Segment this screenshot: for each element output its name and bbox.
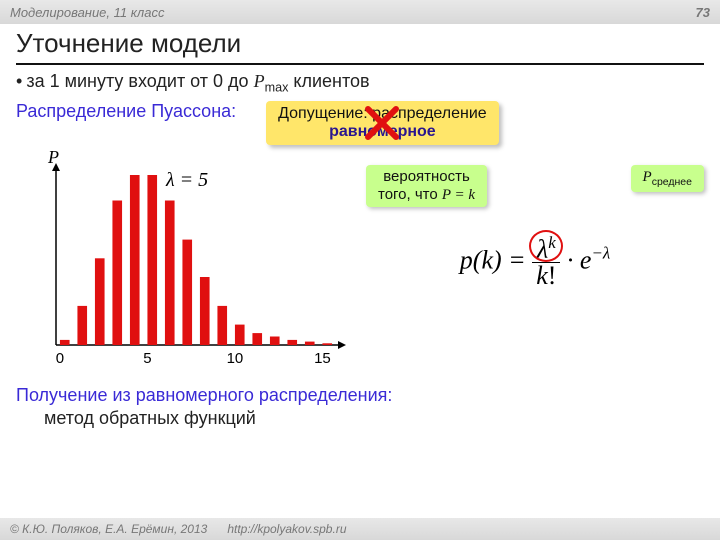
bullet-dot: • xyxy=(16,71,22,91)
poisson-formula: p(k) = λk k! · e−λ xyxy=(366,235,704,290)
meaning-formula: P = k xyxy=(442,187,475,203)
bottom-main: Получение из равномерного распределения: xyxy=(16,385,704,406)
footer-bar: © К.Ю. Поляков, Е.А. Ерёмин, 2013 http:/… xyxy=(0,518,720,540)
pmax-symbol: Pmax xyxy=(254,71,289,91)
poisson-chart: P λ = 5 051015 xyxy=(16,145,356,375)
header-left: Моделирование, 11 класс xyxy=(10,5,164,20)
bottom-text: Получение из равномерного распределения:… xyxy=(0,375,720,429)
svg-text:5: 5 xyxy=(143,350,151,367)
page-title: Уточнение модели xyxy=(16,28,704,59)
bullet-prefix: за 1 минуту входит от 0 до xyxy=(26,71,253,91)
chart-svg: 0 5 10 15 xyxy=(16,145,356,375)
title-block: Уточнение модели xyxy=(0,24,720,61)
chart-right-panel: вероятность того, что P = k Pсреднее p(k… xyxy=(366,145,704,290)
meaning-line1: вероятность xyxy=(383,168,470,185)
bullet-line: •за 1 минуту входит от 0 до Pmax клиенто… xyxy=(0,65,720,97)
svg-text:10: 10 xyxy=(227,350,244,367)
average-callout: Pсреднее xyxy=(631,165,704,192)
meaning-line2-prefix: того, что xyxy=(378,186,442,203)
svg-text:15: 15 xyxy=(314,350,331,367)
assumption-line1: Допущение: распределение xyxy=(278,105,487,122)
footer-authors: © К.Ю. Поляков, Е.А. Ерёмин, 2013 xyxy=(10,522,207,536)
poisson-row: Распределение Пуассона: Допущение: распр… xyxy=(0,97,720,145)
header-bar: Моделирование, 11 класс 73 xyxy=(0,0,720,24)
formula-lhs: p(k) xyxy=(460,245,502,274)
formula-fraction: λk k! xyxy=(532,235,560,290)
poisson-label: Распределение Пуассона: xyxy=(16,101,236,122)
bullet-suffix: клиентов xyxy=(288,71,369,91)
page-number: 73 xyxy=(696,5,710,20)
meaning-callout: вероятность того, что P = k xyxy=(366,165,487,207)
svg-text:0: 0 xyxy=(56,350,64,367)
chart-area: P λ = 5 051015 вероятность того, что P =… xyxy=(0,145,720,375)
assumption-callout: Допущение: распределение равномерное xyxy=(266,101,499,145)
bottom-sub: метод обратных функций xyxy=(16,408,704,429)
footer-url: http://kpolyakov.spb.ru xyxy=(227,522,346,536)
assumption-line2: равномерное xyxy=(329,123,436,140)
